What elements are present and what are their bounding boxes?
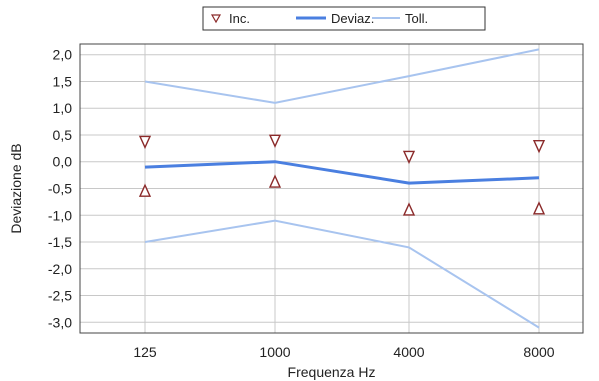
inc-markers xyxy=(138,134,546,216)
y-tick-label: 0,5 xyxy=(53,127,73,143)
inc-marker-up xyxy=(138,183,152,197)
tolerance-lower-line xyxy=(144,219,540,329)
legend-marker-inc xyxy=(210,14,222,24)
x-tick-labels: 125 1000 4000 8000 xyxy=(133,344,554,360)
x-tick-label: 125 xyxy=(133,344,157,360)
tolerance-upper-line xyxy=(144,48,540,104)
y-tick-label: 1,5 xyxy=(53,73,73,89)
x-tick-label: 4000 xyxy=(393,344,424,360)
x-axis-label: Frequenza Hz xyxy=(288,364,376,380)
inc-marker-down xyxy=(402,150,416,165)
legend: Inc. Deviaz. Toll. xyxy=(202,6,486,31)
plot-frame xyxy=(79,43,584,334)
legend-label-toll: Toll. xyxy=(405,11,428,26)
legend-label-inc: Inc. xyxy=(229,11,250,26)
deviation-line xyxy=(144,160,540,185)
x-tick-label: 8000 xyxy=(523,344,554,360)
y-tick-label: -2,0 xyxy=(48,261,72,277)
tolerance-series xyxy=(144,48,540,329)
y-tick-label: 2,0 xyxy=(53,47,73,63)
y-tick-label: -0,5 xyxy=(48,181,72,197)
inc-marker-down xyxy=(532,139,546,154)
legend-box xyxy=(202,6,486,31)
x-tick-label: 1000 xyxy=(259,344,290,360)
inc-marker-down xyxy=(138,135,152,150)
inc-marker-up xyxy=(402,202,416,216)
y-axis-label: Deviazione dB xyxy=(8,143,24,233)
deviation-series xyxy=(144,160,540,185)
grid xyxy=(80,44,583,333)
y-tick-label: 1,0 xyxy=(53,100,73,116)
y-tick-label: 0,0 xyxy=(53,154,73,170)
y-tick-label: -1,5 xyxy=(48,234,72,250)
inc-marker-up xyxy=(532,201,546,215)
inc-marker-up xyxy=(268,174,282,188)
y-tick-label: -1,0 xyxy=(48,207,72,223)
y-tick-label: -2,5 xyxy=(48,288,72,304)
legend-label-deviaz: Deviaz. xyxy=(331,11,374,26)
inc-marker-down xyxy=(268,134,282,149)
y-tick-label: -3,0 xyxy=(48,314,72,330)
y-tick-labels: 2,0 1,5 1,0 0,5 0,0 -0,5 -1,0 -1,5 -2,0 -2,5 -3,0 xyxy=(48,47,72,331)
